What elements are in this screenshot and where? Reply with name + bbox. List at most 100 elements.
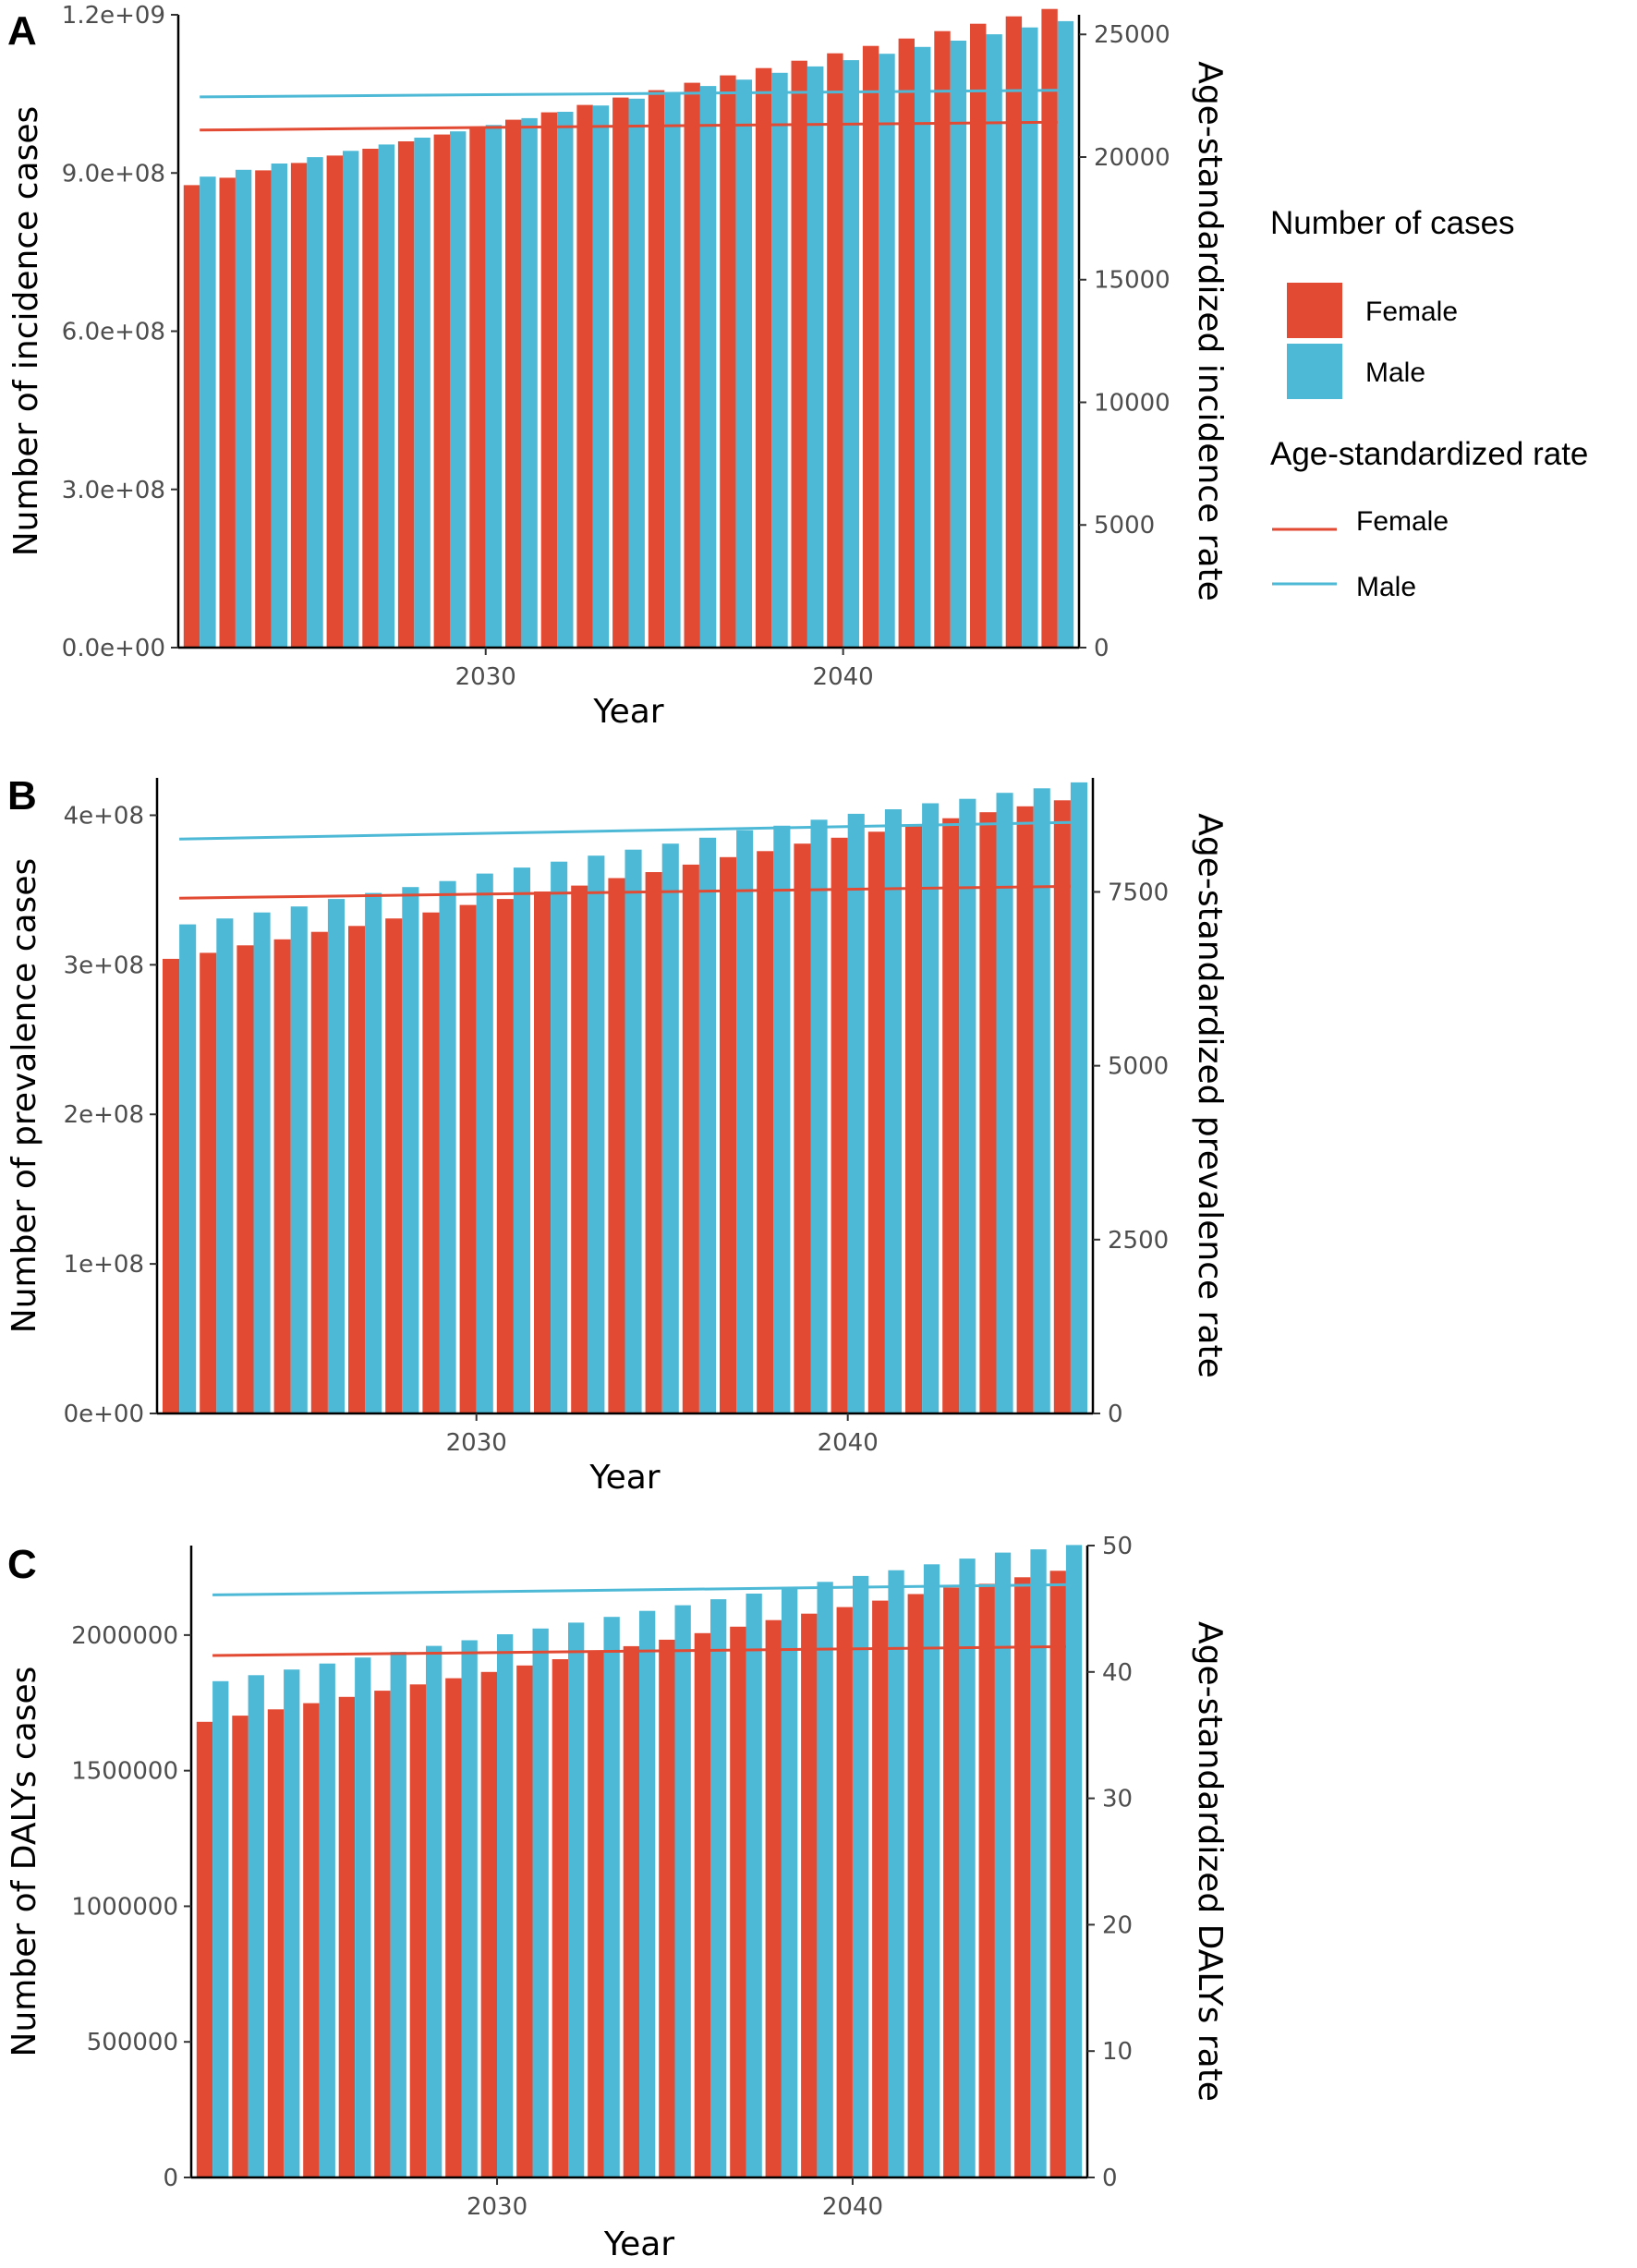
prevalence-chart: 0e+00 1e+08 2e+08 3e+08 4e+08 0 2500 5000 7500 20…: [6, 778, 1229, 1497]
bar-male-2044: [994, 1552, 1012, 2177]
bar-female-2032: [540, 112, 558, 649]
bar-female-2032: [534, 891, 552, 1413]
bar-female-2046: [1041, 8, 1058, 648]
bar-female-2026: [338, 1696, 355, 2177]
bar-male-2039: [807, 66, 824, 648]
bar-male-2038: [773, 825, 791, 1413]
y-tick-label: 9.0e+08: [62, 160, 165, 188]
x-axis-title: Year: [592, 693, 663, 731]
bar-female-2023: [219, 177, 236, 648]
y2-tick-label: 7500: [1108, 879, 1169, 906]
bar-male-2032: [568, 1622, 585, 2177]
bar-female-2024: [236, 945, 254, 1413]
y2-tick-label: 40: [1102, 1659, 1133, 1687]
bar-male-2043: [950, 41, 967, 648]
bar-female-2038: [757, 851, 774, 1413]
y-tick-label: 6.0e+08: [62, 319, 165, 346]
rate-line-male: [179, 820, 1071, 841]
bar-female-2046: [1053, 800, 1071, 1413]
panel-letter-c: C: [7, 1542, 37, 1587]
bar-female-2031: [505, 119, 522, 649]
bar-male-2030: [485, 125, 503, 649]
bar-male-2025: [319, 1663, 335, 2177]
bar-male-2042: [915, 46, 931, 649]
bar-male-2028: [414, 138, 430, 648]
y2-tick-label: 20000: [1094, 144, 1170, 172]
bar-male-2037: [735, 79, 752, 648]
bar-female-2032: [552, 1659, 568, 2177]
bar-female-2044: [978, 1583, 995, 2177]
bar-male-2034: [639, 1610, 656, 2177]
bar-female-2024: [255, 170, 272, 648]
bar-female-2029: [422, 912, 440, 1413]
bar-male-2046: [1065, 1545, 1083, 2177]
bar-male-2022: [200, 176, 216, 648]
bar-female-2046: [1049, 1571, 1066, 2177]
bar-male-2039: [817, 1582, 833, 2177]
y2-tick-label: 10: [1102, 2038, 1133, 2066]
dalys-chart: 0500000100000015000002000000010203040502…: [6, 1533, 1229, 2263]
x-tick-label: 2030: [446, 1429, 507, 1457]
y-tick-label: 1500000: [71, 1758, 178, 1786]
bar-female-2043: [934, 30, 951, 648]
bar-female-2027: [362, 149, 379, 648]
y2-tick-label: 0: [1102, 2165, 1118, 2192]
bar-male-2035: [664, 91, 681, 648]
rate-line-male: [200, 89, 1058, 99]
bar-male-2026: [355, 1657, 371, 2177]
bar-male-2027: [365, 892, 382, 1413]
bar-male-2024: [284, 1669, 300, 2177]
bar-male-2029: [461, 1640, 478, 2177]
y-tick-label: 1.2e+09: [62, 2, 165, 30]
rate-line-female: [212, 1644, 1066, 1657]
bar-male-2027: [378, 144, 395, 648]
bar-male-2043: [959, 798, 976, 1413]
y2-tick-label: 25000: [1094, 21, 1170, 49]
bar-male-2023: [235, 169, 252, 649]
bar-female-2034: [623, 1645, 639, 2177]
bar-female-2035: [648, 90, 665, 649]
x-axis-title: Year: [603, 2226, 674, 2263]
y-tick-label: 4e+08: [64, 802, 144, 830]
bar-male-2023: [216, 918, 234, 1413]
y2-tick-label: 0: [1094, 635, 1110, 662]
bar-male-2040: [843, 60, 859, 649]
bar-male-2044: [986, 34, 1002, 649]
bar-male-2046: [1057, 20, 1074, 648]
bar-male-2032: [557, 112, 574, 648]
bar-female-2036: [684, 82, 700, 649]
bar-female-2033: [576, 104, 593, 649]
x-tick-label: 2030: [467, 2193, 527, 2221]
y2-tick-label: 10000: [1094, 389, 1170, 417]
bar-male-2042: [923, 1564, 940, 2177]
bar-male-2033: [592, 105, 610, 648]
bar-female-2034: [608, 878, 625, 1413]
bar-male-2028: [402, 887, 419, 1413]
bar-male-2043: [959, 1558, 976, 2177]
bar-female-2045: [1014, 1577, 1031, 2177]
bar-female-2024: [267, 1709, 285, 2177]
bar-female-2037: [720, 75, 736, 649]
bar-male-2035: [674, 1605, 691, 2177]
y-axis-title: Number of DALYs cases: [6, 1667, 43, 2057]
bar-female-2039: [801, 1613, 818, 2177]
bar-female-2028: [397, 141, 415, 648]
y-tick-label: 2e+08: [64, 1101, 144, 1129]
bar-male-2037: [746, 1594, 762, 2177]
bar-female-2031: [516, 1665, 533, 2177]
bar-female-2030: [459, 904, 477, 1413]
bar-male-2024: [271, 164, 287, 648]
bar-female-2029: [445, 1678, 462, 2177]
y-tick-label: 3e+08: [64, 952, 144, 979]
legend-cases-title: Number of cases: [1270, 205, 1515, 241]
bar-male-2040: [847, 813, 865, 1413]
bar-female-2026: [310, 931, 328, 1413]
bar-male-2045: [1030, 1549, 1047, 2177]
y2-tick-label: 2500: [1108, 1227, 1169, 1255]
bar-female-2041: [862, 45, 879, 648]
bar-male-2024: [253, 912, 271, 1413]
y-tick-label: 1000000: [71, 1893, 178, 1921]
bar-female-2043: [942, 818, 960, 1413]
bar-female-2042: [907, 1594, 924, 2177]
y2-tick-label: 50: [1102, 1533, 1133, 1560]
